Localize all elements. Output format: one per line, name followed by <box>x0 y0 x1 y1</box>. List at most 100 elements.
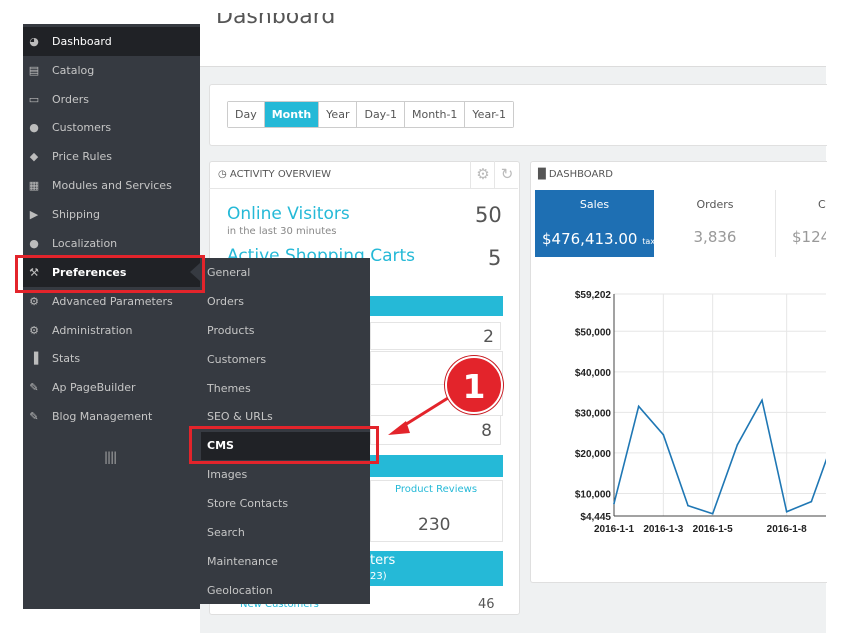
period-month-button[interactable]: Month <box>264 102 320 127</box>
sidebar-item-label: Modules and Services <box>52 179 172 192</box>
sidebar-item-ap-pagebuilder[interactable]: ✎ Ap PageBuilder <box>23 373 200 402</box>
period-year-1-button[interactable]: Year-1 <box>465 102 513 127</box>
submenu-item-store-contacts[interactable]: Store Contacts <box>207 497 289 510</box>
submenu-item-themes[interactable]: Themes <box>207 382 251 395</box>
series-line <box>613 397 826 515</box>
sidebar-item-shipping[interactable]: ▶ Shipping <box>23 200 200 229</box>
x-tick-label: 2016-1-3 <box>643 524 683 535</box>
y-tick-label: $59,202 <box>575 290 612 301</box>
stat-box: 2 <box>370 322 501 350</box>
data-point <box>810 500 813 503</box>
cog-icon: ⚙ <box>29 324 39 337</box>
period-year-button[interactable]: Year <box>319 102 358 127</box>
sales-tab-label: Sales <box>579 198 610 211</box>
data-point <box>637 405 640 408</box>
stat-box: 8 <box>370 415 501 445</box>
edit-icon: ✎ <box>29 381 39 394</box>
x-tick-label: 2016-1-5 <box>693 524 733 535</box>
refresh-icon[interactable]: ↻ <box>494 161 519 188</box>
submenu-item-general[interactable]: General <box>207 266 251 279</box>
users-icon: ● <box>29 121 39 134</box>
sidebar-item-label: Shipping <box>52 208 100 221</box>
submenu-item-maintenance[interactable]: Maintenance <box>207 555 278 568</box>
y-tick-label: $50,000 <box>575 327 612 338</box>
active-carts-value: 5 <box>488 246 502 270</box>
data-point <box>662 433 665 436</box>
period-day-button[interactable]: Day <box>228 102 265 127</box>
product-reviews-value: 230 <box>418 515 451 535</box>
sidebar-item-preferences[interactable]: ⚒ Preferences <box>23 258 200 287</box>
sidebar <box>23 24 200 609</box>
clock-icon: ◷ <box>218 169 227 180</box>
sidebar-item-catalog[interactable]: ▤ Catalog <box>23 56 200 85</box>
sidebar-item-label: Catalog <box>52 64 95 77</box>
customers-heading: ters <box>370 553 396 568</box>
sidebar-item-modules-and-services[interactable]: ▦ Modules and Services <box>23 171 200 200</box>
submenu-item-images[interactable]: Images <box>207 468 248 481</box>
data-point <box>736 444 739 446</box>
cart-value-tab[interactable]: Ca $124 <box>776 190 826 257</box>
cms-highlight-box <box>189 426 379 464</box>
credit-card-icon: ▭ <box>28 93 40 106</box>
sidebar-item-price-rules[interactable]: ◆ Price Rules <box>23 142 200 171</box>
data-point <box>761 399 763 402</box>
submenu-item-orders[interactable]: Orders <box>207 295 244 308</box>
bar-chart-icon: █ <box>538 169 546 180</box>
section-header-bar <box>370 296 503 316</box>
submenu-item-search[interactable]: Search <box>207 526 245 539</box>
sidebar-item-label: Preferences <box>52 266 127 279</box>
sidebar-item-dashboard[interactable]: ◕ Dashboard <box>23 27 200 56</box>
sidebar-item-orders[interactable]: ▭ Orders <box>23 85 200 114</box>
sidebar-item-stats[interactable]: ▐ Stats <box>23 344 200 373</box>
customers-header-bar <box>370 551 503 586</box>
sidebar-collapse-toggle[interactable]: |||| <box>104 450 117 464</box>
configure-icon[interactable]: ⚙ <box>470 161 495 188</box>
sidebar-item-administration[interactable]: ⚙ Administration <box>23 316 200 345</box>
data-point <box>613 502 615 505</box>
customers-subheading: 23) <box>370 571 387 582</box>
data-point <box>785 510 788 513</box>
sidebar-item-label: Blog Management <box>52 410 153 423</box>
sidebar-item-label: Administration <box>52 324 133 337</box>
x-tick-label: 2016-1-8 <box>767 524 807 535</box>
activity-panel-header <box>209 161 518 189</box>
sidebar-item-blog-management[interactable]: ✎ Blog Management <box>23 402 200 431</box>
x-tick-label: 2016-1-1 <box>594 524 634 535</box>
sales-tab-suffix: tax ex <box>642 237 667 246</box>
new-customers-value: 46 <box>478 597 495 612</box>
orders-tab-label: Orders <box>696 198 734 211</box>
cart-tab-label: Ca <box>818 198 826 211</box>
submenu-highlight <box>201 432 370 460</box>
period-day-1-button[interactable]: Day-1 <box>357 102 405 127</box>
y-tick-label: $40,000 <box>575 368 612 379</box>
submenu-item-cms[interactable]: CMS <box>207 439 234 452</box>
online-visitors-link[interactable]: Online Visitors <box>227 204 350 224</box>
data-point <box>687 504 689 507</box>
sidebar-item-label: Dashboard <box>52 35 112 48</box>
pencil-icon: ✎ <box>29 410 39 423</box>
submenu-item-products[interactable]: Products <box>207 324 255 337</box>
sidebar-item-label: Orders <box>52 93 89 106</box>
online-visitors-subtitle: in the last 30 minutes <box>227 226 337 237</box>
sidebar-item-advanced-parameters[interactable]: ⚙ Advanced Parameters <box>23 287 200 316</box>
submenu-item-seo-urls[interactable]: SEO & URLs <box>207 410 273 423</box>
product-reviews-link[interactable]: Product Reviews <box>395 484 478 495</box>
y-tick-label: $30,000 <box>575 408 612 419</box>
sidebar-item-label: Stats <box>52 352 81 365</box>
submenu-arrow <box>190 263 200 281</box>
submenu-item-geolocation[interactable]: Geolocation <box>207 584 273 597</box>
preferences-highlight-box <box>15 255 205 293</box>
orders-tab[interactable]: Orders 3,836 <box>655 190 776 257</box>
sidebar-item-label: Advanced Parameters <box>52 295 173 308</box>
stat-value: 2 <box>483 327 494 347</box>
data-point <box>711 512 714 515</box>
period-button-group: Day Month Year Day-1 Month-1 Year-1 <box>227 101 514 128</box>
sidebar-item-localization[interactable]: ● Localization <box>23 229 200 258</box>
sidebar-item-customers[interactable]: ● Customers <box>23 113 200 142</box>
period-month-1-button[interactable]: Month-1 <box>404 102 466 127</box>
cart-tab-value: $124 <box>792 228 826 246</box>
submenu-item-customers[interactable]: Customers <box>207 353 267 366</box>
new-customers-link[interactable]: New Customers <box>240 599 319 610</box>
orders-tab-value: 3,836 <box>693 228 737 246</box>
sales-tab[interactable]: Sales $476,413.00 tax ex <box>535 190 667 257</box>
